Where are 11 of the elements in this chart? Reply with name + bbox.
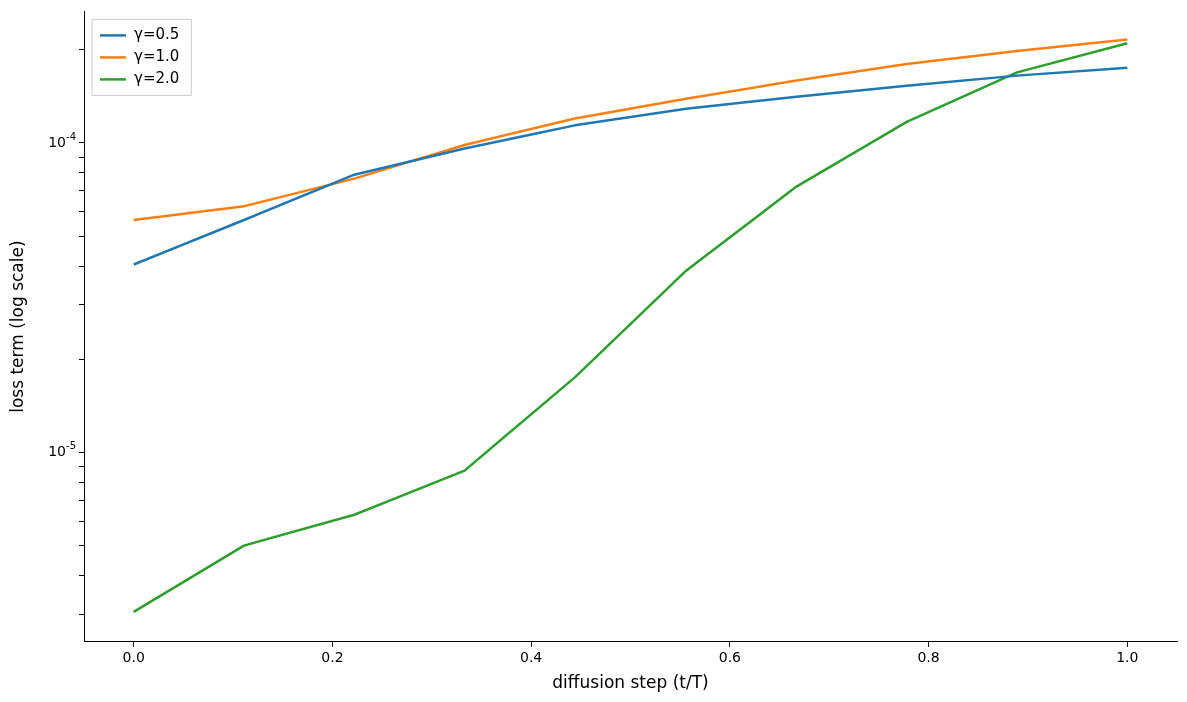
legend-label: γ=2.0 [134, 69, 180, 88]
y-axis-title: loss term (log scale) [6, 240, 27, 413]
x-tick-label: 0.6 [718, 648, 742, 665]
x-axis-title: diffusion step (t/T) [552, 672, 709, 693]
legend-label: γ=0.5 [134, 25, 180, 44]
x-tick-label: 1.0 [1116, 648, 1139, 665]
x-tick-label: 0.4 [520, 648, 543, 665]
x-tick-label: 0.0 [122, 648, 145, 665]
legend-label: γ=1.0 [134, 47, 180, 66]
x-tick-label: 0.8 [917, 648, 940, 665]
x-tick-label: 0.2 [321, 648, 344, 665]
